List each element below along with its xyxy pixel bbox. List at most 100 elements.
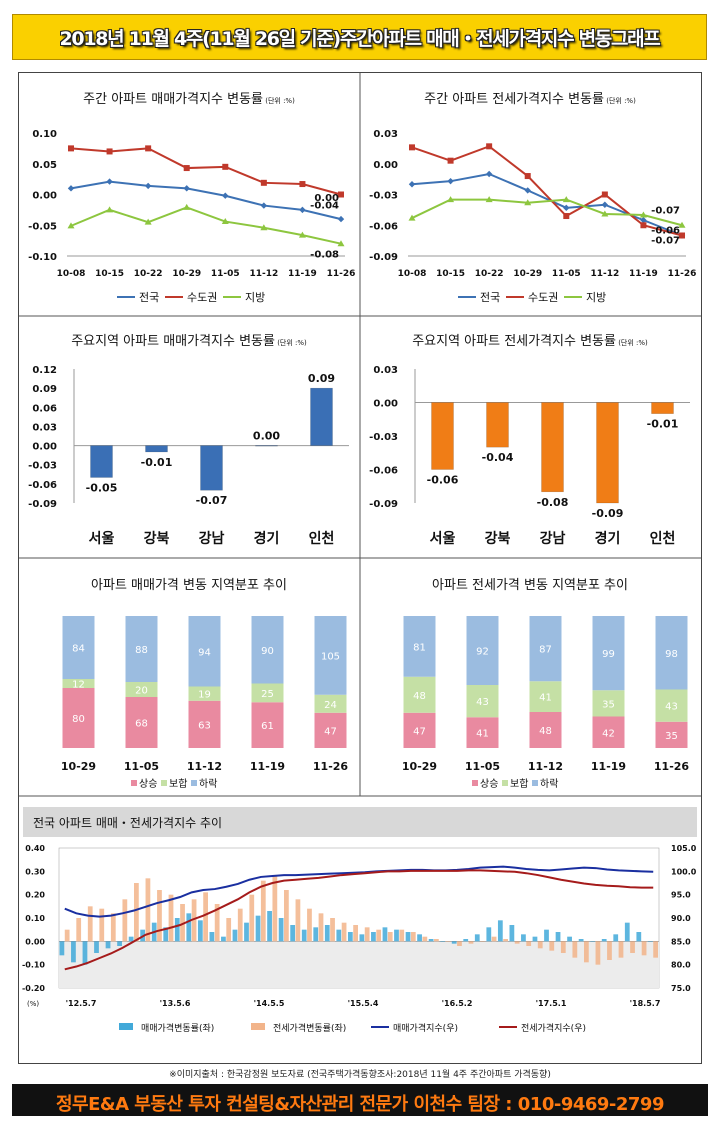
trend-bar bbox=[653, 941, 658, 958]
series-point bbox=[639, 211, 647, 218]
x-tick-label: 경기 bbox=[595, 530, 621, 547]
trend-bar bbox=[613, 934, 619, 942]
segment-label: 88 bbox=[135, 645, 148, 656]
page-title: 2018년 11월 4주(11월 26일 기준)주간아파트 매매・전세가격지수 … bbox=[59, 28, 661, 50]
trend-bar bbox=[371, 932, 376, 942]
chart-title-text: 주요지역 아파트 매매가격지수 변동률 bbox=[71, 334, 275, 349]
legend-label: 전세가격지수(우) bbox=[521, 1022, 586, 1034]
data-label: -0.05 bbox=[86, 481, 118, 494]
segment-label: 87 bbox=[539, 645, 552, 656]
bar bbox=[486, 402, 509, 448]
segment-label: 41 bbox=[539, 693, 552, 704]
y-tick-label: -0.09 bbox=[369, 499, 398, 510]
y-tick-label: 0.40 bbox=[25, 844, 45, 853]
contact-text: 정무E&A 부동산 투자 컨설팅&자산관리 전문가 이천수 팀장 : 010-9… bbox=[56, 1094, 664, 1115]
trend-bar bbox=[474, 934, 480, 942]
trend-bar bbox=[209, 932, 215, 942]
y-tick-label: 0.00 bbox=[25, 937, 45, 946]
trend-bar bbox=[405, 932, 411, 942]
y2-tick-label: 100.0 bbox=[671, 867, 697, 876]
chart-title: 주간 아파트 매매가격지수 변동률 (단위 :%) bbox=[83, 92, 295, 107]
stacked-bar-segment bbox=[251, 702, 284, 748]
trend-bar bbox=[197, 920, 203, 942]
series-line-0 bbox=[411, 172, 683, 237]
legend-label: 상승 bbox=[480, 778, 498, 790]
y-tick-label: 0.00 bbox=[373, 160, 398, 171]
series-point bbox=[260, 202, 268, 209]
segment-label: 47 bbox=[324, 726, 337, 737]
stacked-bar-segment bbox=[62, 679, 95, 688]
trend-bar bbox=[336, 929, 342, 942]
trend-bar bbox=[560, 941, 566, 953]
legend-label: 수도권 bbox=[187, 291, 217, 304]
y2-tick-label: 105.0 bbox=[671, 844, 697, 853]
segment-label: 48 bbox=[413, 691, 426, 702]
trend-bar bbox=[509, 925, 515, 942]
x-tick-label: 10-29 bbox=[402, 760, 437, 773]
legend-label: 수도권 bbox=[528, 291, 558, 304]
trend-bar bbox=[87, 906, 93, 942]
segment-label: 43 bbox=[476, 697, 489, 708]
trend-bar bbox=[572, 941, 578, 958]
series-point bbox=[337, 240, 345, 247]
trend-bar bbox=[491, 936, 497, 942]
negative-area bbox=[59, 941, 659, 988]
bar bbox=[431, 402, 454, 470]
trend-bar bbox=[301, 929, 307, 942]
series-point bbox=[183, 165, 190, 172]
trend-bar bbox=[284, 890, 289, 942]
y-tick-label: -0.03 bbox=[369, 432, 398, 443]
segment-label: 41 bbox=[476, 729, 489, 740]
segment-label: 68 bbox=[135, 719, 148, 730]
segment-label: 90 bbox=[261, 646, 274, 657]
bar bbox=[651, 402, 674, 414]
x-tick-label: 10-15 bbox=[95, 269, 124, 279]
segment-label: 84 bbox=[72, 644, 85, 655]
x-tick-label: 11-26 bbox=[668, 269, 697, 279]
chart-unit-text: (단위 :%) bbox=[275, 338, 307, 347]
data-label: -0.07 bbox=[651, 235, 680, 246]
trend-bar bbox=[607, 941, 612, 960]
series-point bbox=[106, 148, 113, 155]
chart-title-text: 주간 아파트 전세가격지수 변동률 bbox=[424, 92, 604, 107]
stacked-bar-segment bbox=[62, 688, 95, 748]
legend-label: 전세가격변동률(좌) bbox=[273, 1022, 346, 1034]
data-label: -0.04 bbox=[310, 201, 339, 212]
stacked-bar-segment bbox=[188, 686, 221, 701]
trend-bar bbox=[544, 929, 549, 942]
stacked-bar-segment bbox=[188, 700, 221, 748]
x-tick-label: 인천 bbox=[650, 530, 676, 547]
trend-line bbox=[64, 865, 654, 918]
trend-bar bbox=[382, 927, 388, 942]
bar bbox=[596, 402, 619, 504]
stacked-bar-segment bbox=[655, 616, 688, 690]
trend-bar bbox=[278, 918, 284, 942]
series-point bbox=[563, 213, 570, 220]
series-point bbox=[144, 218, 152, 225]
series-point bbox=[601, 191, 608, 198]
x-tick-label: '18.5.7 bbox=[630, 999, 661, 1008]
segment-label: 92 bbox=[476, 647, 489, 658]
bar bbox=[145, 445, 168, 453]
trend-bar bbox=[584, 941, 589, 963]
legend-label: 보합 bbox=[169, 778, 187, 790]
series-point bbox=[260, 224, 268, 231]
series-point bbox=[524, 173, 531, 180]
charts-svg: 주간 아파트 매매가격지수 변동률 (단위 :%)0.100.050.00-0.… bbox=[19, 73, 701, 1034]
trend-bar bbox=[445, 941, 451, 942]
y-tick-label: -0.10 bbox=[28, 252, 57, 263]
series-point bbox=[338, 191, 344, 198]
x-tick-label: 강북 bbox=[144, 530, 170, 547]
series-point bbox=[299, 206, 306, 214]
y2-tick-label: 90.0 bbox=[671, 914, 691, 923]
series-point bbox=[408, 181, 416, 188]
stacked-bar-segment bbox=[314, 712, 347, 748]
x-tick-label: 10-22 bbox=[134, 269, 163, 279]
trend-bar bbox=[341, 922, 347, 942]
x-tick-label: '16.5.2 bbox=[442, 999, 473, 1008]
series-point bbox=[563, 204, 570, 212]
segment-label: 63 bbox=[198, 720, 211, 731]
trend-bar bbox=[428, 939, 434, 942]
segment-label: 19 bbox=[198, 690, 211, 701]
y-tick-label: 0.05 bbox=[32, 160, 57, 171]
